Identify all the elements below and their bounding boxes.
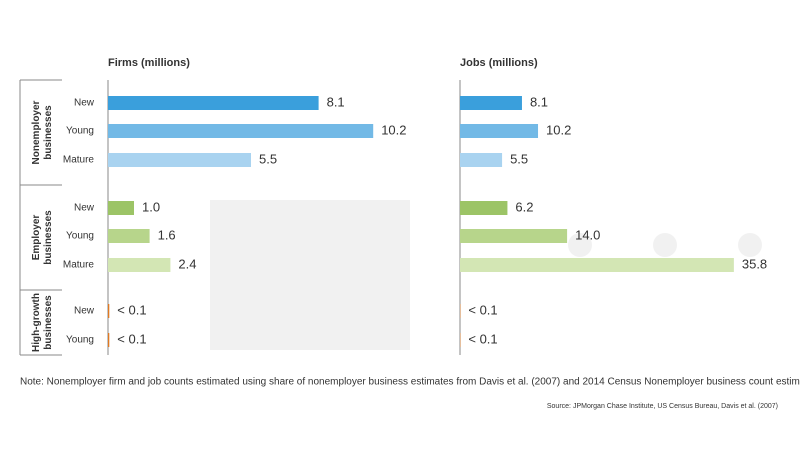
value-label: < 0.1 [468,302,497,317]
person-icon [568,233,592,257]
value-label: 35.8 [742,256,767,271]
group-label: High-growthbusinesses [31,293,54,352]
source: Source: JPMorgan Chase Institute, US Cen… [547,403,778,410]
value-label: < 0.1 [468,331,497,346]
person-icon [653,233,677,257]
storefront-icon [210,200,410,350]
category-label: Young [66,231,94,242]
category-label: New [74,203,95,214]
category-label: Young [66,335,94,346]
person-icon [738,233,762,257]
group-label: Nonemployerbusinesses [31,100,54,164]
bar [460,229,568,243]
category-label: Mature [63,260,95,271]
bar [108,333,110,347]
value-label: 1.0 [142,199,160,214]
bar [108,258,171,272]
value-label: 5.5 [259,151,277,166]
group-label: Employerbusinesses [31,210,54,265]
value-label: 10.2 [546,122,571,137]
bar [460,96,522,110]
value-label: 14.0 [575,227,600,242]
value-label: 10.2 [381,122,406,137]
value-label: < 0.1 [117,331,146,346]
value-label: 8.1 [327,94,345,109]
bar [108,229,150,243]
panel-title: Jobs (millions) [460,57,538,69]
bar [108,304,110,318]
bar [108,153,251,167]
bar [460,124,539,138]
panel-title: Firms (millions) [108,57,190,69]
bar [460,201,508,215]
value-label: 6.2 [515,199,533,214]
category-label: Young [66,126,94,137]
category-label: New [74,98,95,109]
category-label: Mature [63,155,95,166]
bar [108,96,319,110]
decoration [210,200,762,350]
value-label: 5.5 [510,151,528,166]
value-label: 1.6 [158,227,176,242]
category-label: New [74,306,95,317]
bar [460,258,734,272]
value-label: 8.1 [530,94,548,109]
bar [460,153,503,167]
bar [108,201,134,215]
value-label: 2.4 [178,256,196,271]
bar [108,124,374,138]
value-label: < 0.1 [117,302,146,317]
note: Note: Nonemployer firm and job counts es… [20,377,800,388]
